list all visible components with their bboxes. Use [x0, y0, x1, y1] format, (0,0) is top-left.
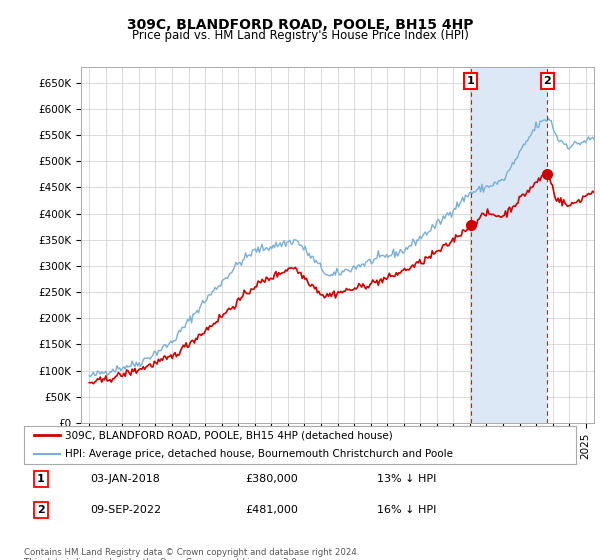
Text: 1: 1 [37, 474, 44, 484]
Text: 03-JAN-2018: 03-JAN-2018 [90, 474, 160, 484]
Text: 1: 1 [467, 76, 475, 86]
Text: Price paid vs. HM Land Registry's House Price Index (HPI): Price paid vs. HM Land Registry's House … [131, 29, 469, 42]
Text: Contains HM Land Registry data © Crown copyright and database right 2024.
This d: Contains HM Land Registry data © Crown c… [24, 548, 359, 560]
Text: 2: 2 [544, 76, 551, 86]
Text: 13% ↓ HPI: 13% ↓ HPI [377, 474, 437, 484]
Text: 2: 2 [37, 505, 44, 515]
Text: 09-SEP-2022: 09-SEP-2022 [90, 505, 161, 515]
Bar [470, 67, 547, 423]
Text: £481,000: £481,000 [245, 505, 298, 515]
Text: 16% ↓ HPI: 16% ↓ HPI [377, 505, 437, 515]
Text: £380,000: £380,000 [245, 474, 298, 484]
Text: 309C, BLANDFORD ROAD, POOLE, BH15 4HP (detached house): 309C, BLANDFORD ROAD, POOLE, BH15 4HP (d… [65, 430, 393, 440]
Text: 309C, BLANDFORD ROAD, POOLE, BH15 4HP: 309C, BLANDFORD ROAD, POOLE, BH15 4HP [127, 18, 473, 32]
Text: HPI: Average price, detached house, Bournemouth Christchurch and Poole: HPI: Average price, detached house, Bour… [65, 449, 454, 459]
